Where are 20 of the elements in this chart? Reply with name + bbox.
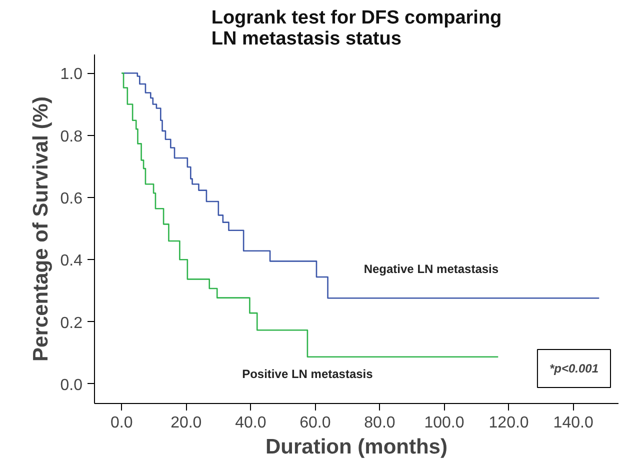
x-tick-label: 100.0 [424, 414, 464, 432]
y-tick-label: 0.0 [60, 376, 83, 394]
y-tick-label: 0.2 [60, 314, 83, 332]
series-label: Positive LN metastasis [242, 366, 374, 381]
y-tick-label: 1.0 [60, 66, 83, 84]
x-tick-label: 140.0 [553, 414, 594, 432]
annotation: *p<0.001 [549, 362, 599, 376]
x-tick-label: 40.0 [235, 414, 266, 432]
x-tick-label: 20.0 [170, 414, 202, 432]
x-tick-label: 0.0 [110, 414, 133, 432]
x-axis-title: Duration (months) [266, 436, 448, 458]
chart-title: Logrank test for DFS comparing LN metastasis status [211, 8, 502, 50]
y-tick-label: 0.4 [60, 252, 83, 270]
x-tick-label: 80.0 [364, 414, 396, 432]
y-tick-label: 0.8 [60, 128, 83, 146]
x-tick-label: 120.0 [488, 414, 529, 432]
y-tick-label: 0.6 [60, 190, 83, 208]
x-tick-label: 60.0 [300, 414, 331, 432]
y-axis-title: Percentage of Survival (%) [29, 96, 52, 362]
series-label: Negative LN metastasis [364, 262, 499, 276]
